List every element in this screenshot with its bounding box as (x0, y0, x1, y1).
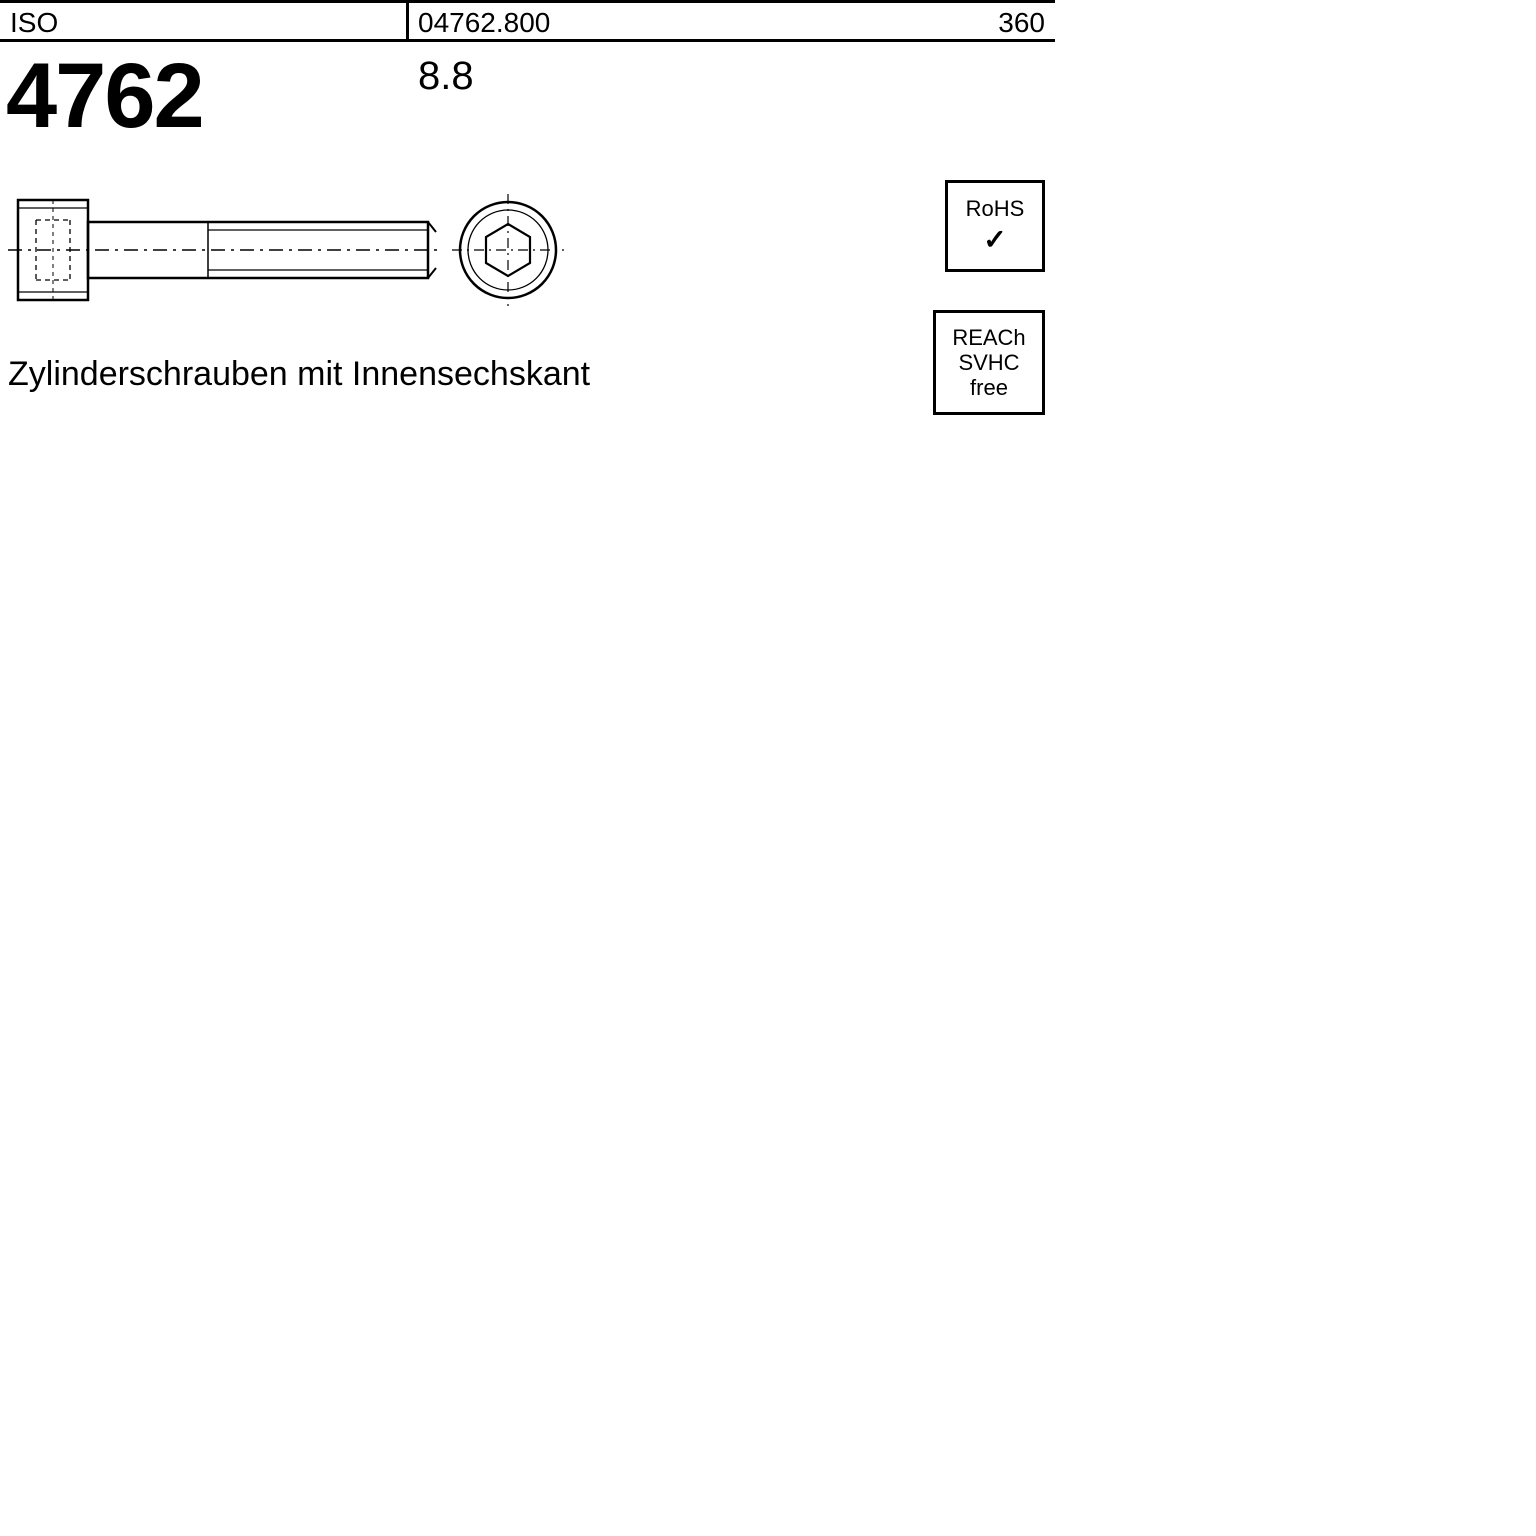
rohs-badge: RoHS ✓ (945, 180, 1045, 272)
strength-grade: 8.8 (418, 54, 474, 99)
rohs-label: RoHS (966, 196, 1025, 221)
reach-badge: REACh SVHC free (933, 310, 1045, 415)
page-or-qty: 360 (998, 7, 1045, 39)
standard-number: 4762 (6, 44, 203, 149)
reach-line1: REACh (952, 325, 1025, 350)
reach-line2: SVHC (958, 350, 1019, 375)
datasheet-panel: ISO 04762.800 360 4762 8.8 (0, 0, 1055, 465)
article-code: 04762.800 (418, 7, 550, 39)
product-description: Zylinderschrauben mit Innensechskant (8, 355, 590, 394)
check-icon: ✓ (983, 224, 1006, 256)
standard-label: ISO (10, 7, 58, 39)
screw-diagram (8, 180, 608, 320)
header-row: ISO 04762.800 360 (0, 0, 1055, 42)
reach-line3: free (970, 375, 1008, 400)
screw-svg (8, 180, 608, 320)
header-divider (406, 3, 409, 42)
